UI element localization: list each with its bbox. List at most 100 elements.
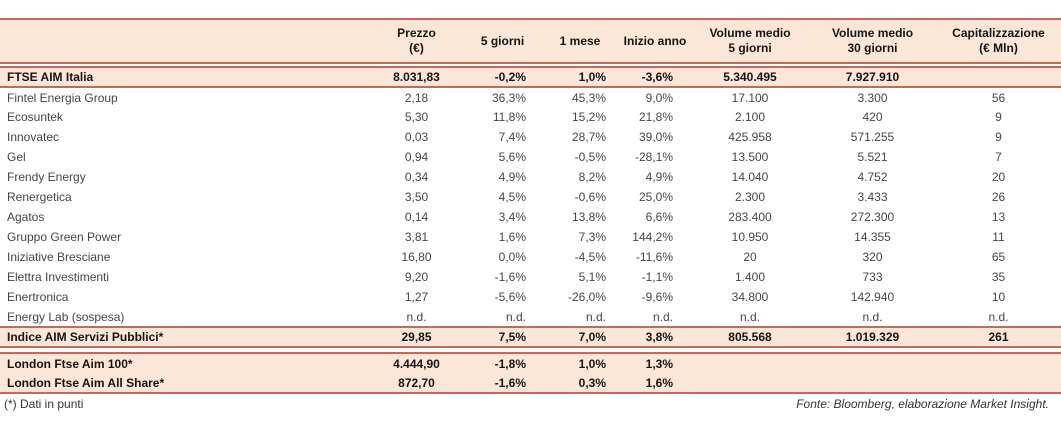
row-value-cell: -0,5%	[574, 150, 606, 164]
row-value-cell: 11,8%	[492, 110, 526, 124]
row-value-cell: 9	[995, 130, 1002, 144]
table-row: Enertronica 1,27 -5,6% -26,0% -9,6% 34.800 142…	[0, 287, 1061, 307]
row-value-cell: 571.255	[850, 130, 895, 144]
row-value-cell: 13,8%	[571, 210, 606, 224]
row-value-cell	[810, 373, 935, 393]
table-row: FTSE AIM Italia 8.031,83 -0,2% 1,0% -3,6% 5.3…	[0, 67, 1061, 87]
row-value-cell: n.d.	[585, 309, 606, 324]
row-value-cell: 5.340.495	[723, 70, 777, 84]
row-value-cell: 7.927.910	[845, 70, 900, 84]
row-value-cell: 1,0%	[578, 356, 606, 371]
row-name-cell: London Ftse Aim All Share*	[7, 375, 165, 390]
row-value-cell: 10.950	[731, 230, 769, 244]
row-value-cell: 7,0%	[578, 330, 606, 344]
table-row: London Ftse Aim All Share* 872,70 -1,6% 0,3…	[0, 373, 1061, 393]
row-value-cell: 56	[991, 90, 1006, 105]
row-value-cell: 4.444,90	[393, 356, 440, 371]
row-name-cell: Fintel Energia Group	[7, 90, 118, 105]
row-value-cell: 7,4%	[498, 130, 526, 144]
row-value-cell: 0,94	[404, 150, 429, 164]
row-value-cell: 9	[995, 110, 1002, 124]
row-value-cell: 21,8%	[638, 110, 673, 124]
row-value-cell: -28,1%	[634, 150, 673, 164]
row-value-cell: 17.100	[731, 90, 769, 105]
row-value-cell	[935, 67, 1061, 87]
row-value-cell: -5,6%	[494, 290, 526, 304]
row-value-cell: 5,30	[404, 110, 429, 124]
col-header-capitalizzazione: Capitalizzazione (€ Mln)	[935, 19, 1061, 63]
row-value-cell: 0,0%	[498, 250, 526, 264]
row-value-cell: 1,3%	[645, 356, 673, 371]
header-row: Prezzo (€) 5 giorni 1 mese Inizio anno V…	[0, 19, 1061, 63]
row-value-cell: 1.019.329	[845, 330, 900, 344]
row-value-cell: 2,18	[404, 90, 429, 105]
row-name-cell: London Ftse Aim 100*	[7, 356, 133, 371]
row-value-cell: 805.568	[728, 330, 772, 344]
row-value-cell: 4,9%	[645, 170, 673, 184]
col-header-line: 30 giorni	[847, 41, 898, 55]
row-name-cell: Ecosuntek	[7, 110, 64, 124]
row-value-cell: n.d.	[406, 309, 427, 324]
row-value-cell: 11	[992, 230, 1005, 244]
row-name-cell: Renergetica	[7, 190, 72, 204]
row-value-cell: n.d.	[652, 309, 673, 324]
table-row: Indice AIM Servizi Pubblici* 29,85 7,5% 7,0…	[0, 327, 1061, 347]
row-value-cell: 5.521	[857, 150, 888, 164]
col-header-line: Prezzo	[397, 26, 436, 40]
row-name-cell: Elettra Investimenti	[7, 270, 110, 284]
row-value-cell: 1,6%	[645, 375, 673, 390]
row-value-cell: -4,5%	[574, 250, 606, 264]
row-value-cell: 4,5%	[498, 190, 526, 204]
section-gap	[0, 63, 1061, 67]
col-header-5-giorni: 5 giorni	[480, 33, 525, 48]
row-value-cell: -9,6%	[641, 290, 673, 304]
row-value-cell: n.d.	[739, 309, 760, 324]
table-row: Innovatec 0,03 7,4% 28,7% 39,0% 425.958 571.25…	[0, 127, 1061, 147]
row-value-cell: 5,6%	[498, 150, 526, 164]
row-value-cell: 3,50	[404, 190, 429, 204]
row-value-cell: 10	[991, 290, 1006, 304]
row-value-cell: 0,34	[404, 170, 429, 184]
col-header-line: Volume medio	[709, 26, 791, 40]
row-name-cell: Innovatec	[7, 130, 60, 144]
footnote: (*) Dati in punti	[4, 397, 84, 411]
row-value-cell: 28,7%	[571, 130, 606, 144]
row-value-cell: 872,70	[398, 375, 435, 390]
col-header-inizio-anno: Inizio anno	[623, 33, 687, 48]
row-value-cell: 13	[991, 210, 1006, 224]
row-value-cell: 1.400	[734, 270, 766, 284]
table-row: Gruppo Green Power 3,81 1,6% 7,3% 144,2% 10.9…	[0, 227, 1061, 247]
row-name-cell: Energy Lab (sospesa)	[7, 309, 125, 324]
table-row: Agatos 0,14 3,4% 13,8% 6,6% 283.400 272.300 13	[0, 207, 1061, 227]
row-value-cell: 39,0%	[638, 130, 673, 144]
row-value-cell: 34.800	[731, 290, 769, 304]
table-footer: (*) Dati in punti Fonte: Bloomberg, elab…	[0, 394, 1057, 411]
row-value-cell: 1,27	[404, 290, 429, 304]
row-value-cell: 320	[862, 250, 883, 264]
row-value-cell: 144,2%	[632, 230, 673, 244]
col-header-prezzo: Prezzo (€)	[368, 19, 465, 63]
col-header-line: Capitalizzazione	[952, 26, 1045, 40]
row-value-cell: 1,0%	[578, 70, 606, 84]
row-value-cell: 7,3%	[578, 230, 606, 244]
row-value-cell: 3,81	[404, 230, 429, 244]
row-value-cell: 14.040	[731, 170, 769, 184]
row-value-cell: 8.031,83	[393, 70, 440, 84]
row-value-cell	[690, 353, 810, 373]
row-value-cell: -0,6%	[574, 190, 606, 204]
row-value-cell: 4.752	[857, 170, 888, 184]
row-value-cell: 13.500	[731, 150, 769, 164]
col-header-1-mese: 1 mese	[559, 33, 601, 48]
row-value-cell: 0,03	[404, 130, 429, 144]
table-row: Iniziative Bresciane 16,80 0,0% -4,5% -11,6%…	[0, 247, 1061, 267]
aim-italia-market-table: Prezzo (€) 5 giorni 1 mese Inizio anno V…	[0, 18, 1061, 394]
row-value-cell: 425.958	[728, 130, 772, 144]
row-value-cell: 9,0%	[645, 90, 673, 105]
table-row: London Ftse Aim 100* 4.444,90 -1,8% 1,0% 1,3…	[0, 353, 1061, 373]
row-value-cell: 15,2%	[571, 110, 606, 124]
row-value-cell: -11,6%	[635, 250, 673, 264]
row-value-cell: 733	[862, 270, 883, 284]
row-value-cell: 7	[995, 150, 1002, 164]
row-value-cell: 35	[991, 270, 1006, 284]
